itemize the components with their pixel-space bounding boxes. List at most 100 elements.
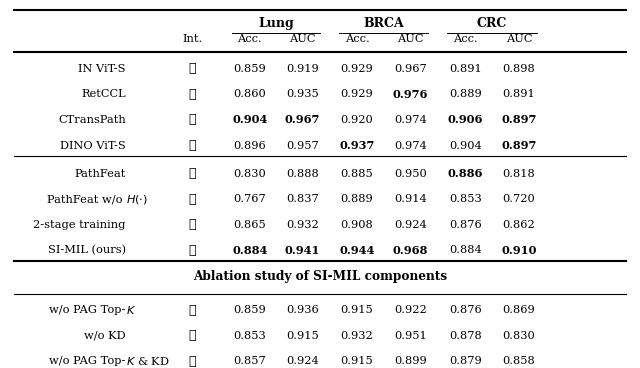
- Text: Acc.: Acc.: [453, 34, 477, 44]
- Text: 0.886: 0.886: [447, 168, 483, 179]
- Text: 0.967: 0.967: [394, 64, 427, 74]
- Text: 0.951: 0.951: [394, 331, 427, 341]
- Text: RetCCL: RetCCL: [81, 89, 125, 99]
- Text: 0.888: 0.888: [286, 169, 319, 178]
- Text: 0.879: 0.879: [449, 356, 482, 366]
- Text: 0.967: 0.967: [284, 114, 320, 125]
- Text: 0.830: 0.830: [234, 169, 266, 178]
- Text: ✗: ✗: [189, 113, 196, 127]
- Text: 0.898: 0.898: [502, 64, 535, 74]
- Text: ✓: ✓: [189, 192, 196, 206]
- Text: Acc.: Acc.: [344, 34, 369, 44]
- Text: 0.865: 0.865: [234, 220, 266, 230]
- Text: 0.767: 0.767: [234, 194, 266, 204]
- Text: BRCA: BRCA: [364, 17, 404, 30]
- Text: 0.885: 0.885: [340, 169, 373, 178]
- Text: 0.859: 0.859: [234, 64, 266, 74]
- Text: 0.976: 0.976: [393, 89, 428, 100]
- Text: ✗: ✗: [189, 63, 196, 75]
- Text: 0.974: 0.974: [394, 141, 427, 151]
- Text: $K$ & KD: $K$ & KD: [126, 355, 170, 367]
- Text: 0.853: 0.853: [449, 194, 482, 204]
- Text: w/o PAG Top-: w/o PAG Top-: [49, 356, 125, 366]
- Text: 0.906: 0.906: [447, 114, 483, 125]
- Text: 0.929: 0.929: [340, 64, 373, 74]
- Text: 0.837: 0.837: [286, 194, 319, 204]
- Text: 0.919: 0.919: [286, 64, 319, 74]
- Text: 0.932: 0.932: [286, 220, 319, 230]
- Text: 0.915: 0.915: [340, 356, 373, 366]
- Text: 0.936: 0.936: [286, 305, 319, 315]
- Text: Acc.: Acc.: [237, 34, 262, 44]
- Text: 0.818: 0.818: [502, 169, 535, 178]
- Text: 0.915: 0.915: [340, 305, 373, 315]
- Text: AUC: AUC: [397, 34, 424, 44]
- Text: SI-MIL (ours): SI-MIL (ours): [47, 245, 125, 255]
- Text: 0.914: 0.914: [394, 194, 427, 204]
- Text: 0.884: 0.884: [449, 245, 482, 255]
- Text: PathFeat w/o: PathFeat w/o: [47, 194, 125, 204]
- Text: 0.974: 0.974: [394, 115, 427, 125]
- Text: 0.830: 0.830: [502, 331, 535, 341]
- Text: 0.941: 0.941: [284, 245, 320, 256]
- Text: 0.950: 0.950: [394, 169, 427, 178]
- Text: 0.876: 0.876: [449, 305, 482, 315]
- Text: 0.897: 0.897: [501, 114, 536, 125]
- Text: 0.853: 0.853: [234, 331, 266, 341]
- Text: 0.932: 0.932: [340, 331, 373, 341]
- Text: 0.910: 0.910: [501, 245, 536, 256]
- Text: 0.937: 0.937: [339, 140, 374, 151]
- Text: 0.876: 0.876: [449, 220, 482, 230]
- Text: CTransPath: CTransPath: [58, 115, 125, 125]
- Text: 0.891: 0.891: [449, 64, 482, 74]
- Text: w/o PAG Top-: w/o PAG Top-: [49, 305, 125, 315]
- Text: 0.857: 0.857: [234, 356, 266, 366]
- Text: 0.904: 0.904: [232, 114, 268, 125]
- Text: AUC: AUC: [289, 34, 316, 44]
- Text: AUC: AUC: [506, 34, 532, 44]
- Text: 0.860: 0.860: [234, 89, 266, 99]
- Text: 0.896: 0.896: [234, 141, 266, 151]
- Text: 0.968: 0.968: [393, 245, 428, 256]
- Text: 0.922: 0.922: [394, 305, 427, 315]
- Text: 0.908: 0.908: [340, 220, 373, 230]
- Text: DINO ViT-S: DINO ViT-S: [60, 141, 125, 151]
- Text: ✓: ✓: [189, 329, 196, 342]
- Text: 0.935: 0.935: [286, 89, 319, 99]
- Text: 0.862: 0.862: [502, 220, 535, 230]
- Text: CRC: CRC: [477, 17, 508, 30]
- Text: 0.859: 0.859: [234, 305, 266, 315]
- Text: Ablation study of SI-MIL components: Ablation study of SI-MIL components: [193, 270, 447, 283]
- Text: ✗: ✗: [189, 88, 196, 101]
- Text: 0.899: 0.899: [394, 356, 427, 366]
- Text: 0.915: 0.915: [286, 331, 319, 341]
- Text: 0.924: 0.924: [394, 220, 427, 230]
- Text: 0.878: 0.878: [449, 331, 482, 341]
- Text: $H(\cdot)$: $H(\cdot)$: [126, 192, 148, 206]
- Text: ✗: ✗: [189, 139, 196, 152]
- Text: ✓: ✓: [189, 355, 196, 368]
- Text: 0.858: 0.858: [502, 356, 535, 366]
- Text: 0.904: 0.904: [449, 141, 482, 151]
- Text: PathFeat: PathFeat: [74, 169, 125, 178]
- Text: 0.920: 0.920: [340, 115, 373, 125]
- Text: ✗: ✗: [189, 167, 196, 180]
- Text: 0.924: 0.924: [286, 356, 319, 366]
- Text: 0.897: 0.897: [501, 140, 536, 151]
- Text: IN ViT-S: IN ViT-S: [78, 64, 125, 74]
- Text: 0.891: 0.891: [502, 89, 535, 99]
- Text: 0.889: 0.889: [449, 89, 482, 99]
- Text: 0.720: 0.720: [502, 194, 535, 204]
- Text: 0.889: 0.889: [340, 194, 373, 204]
- Text: 0.929: 0.929: [340, 89, 373, 99]
- Text: w/o KD: w/o KD: [84, 331, 125, 341]
- Text: ✓: ✓: [189, 244, 196, 256]
- Text: 0.957: 0.957: [286, 141, 319, 151]
- Text: ✓: ✓: [189, 304, 196, 316]
- Text: Lung: Lung: [258, 17, 294, 30]
- Text: 0.869: 0.869: [502, 305, 535, 315]
- Text: 0.944: 0.944: [339, 245, 374, 256]
- Text: ✓: ✓: [189, 218, 196, 231]
- Text: Int.: Int.: [182, 34, 203, 44]
- Text: $K$: $K$: [126, 304, 136, 316]
